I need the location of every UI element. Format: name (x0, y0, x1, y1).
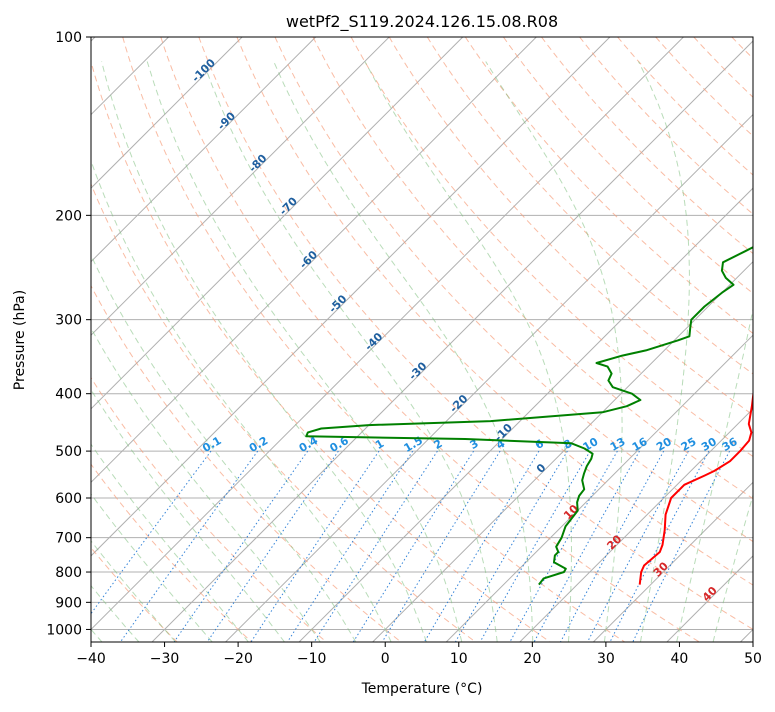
y-tick-label: 200 (55, 208, 82, 224)
x-tick-label: 40 (671, 651, 689, 667)
y-tick-label: 400 (55, 387, 82, 403)
y-tick-label: 700 (55, 531, 82, 547)
chart-title: wetPf2_S119.2024.126.15.08.R08 (286, 12, 558, 32)
y-tick-label: 300 (55, 313, 82, 329)
y-tick-label: 900 (55, 595, 82, 611)
x-tick-label: 0 (381, 651, 390, 667)
x-tick-label: −30 (150, 651, 180, 667)
x-tick-label: 20 (523, 651, 541, 667)
y-tick-label: 800 (55, 565, 82, 581)
y-tick-label: 500 (55, 444, 82, 460)
y-tick-label: 1000 (46, 622, 82, 638)
x-tick-label: 50 (744, 651, 762, 667)
x-tick-label: −40 (76, 651, 106, 667)
x-tick-label: −10 (297, 651, 327, 667)
x-tick-label: 10 (450, 651, 468, 667)
y-tick-label: 100 (55, 30, 82, 46)
x-tick-label: −20 (223, 651, 253, 667)
x-tick-label: 30 (597, 651, 615, 667)
y-axis-title: Pressure (hPa) (12, 290, 28, 390)
x-axis-title: Temperature (°C) (361, 681, 483, 697)
y-tick-label: 600 (55, 491, 82, 507)
